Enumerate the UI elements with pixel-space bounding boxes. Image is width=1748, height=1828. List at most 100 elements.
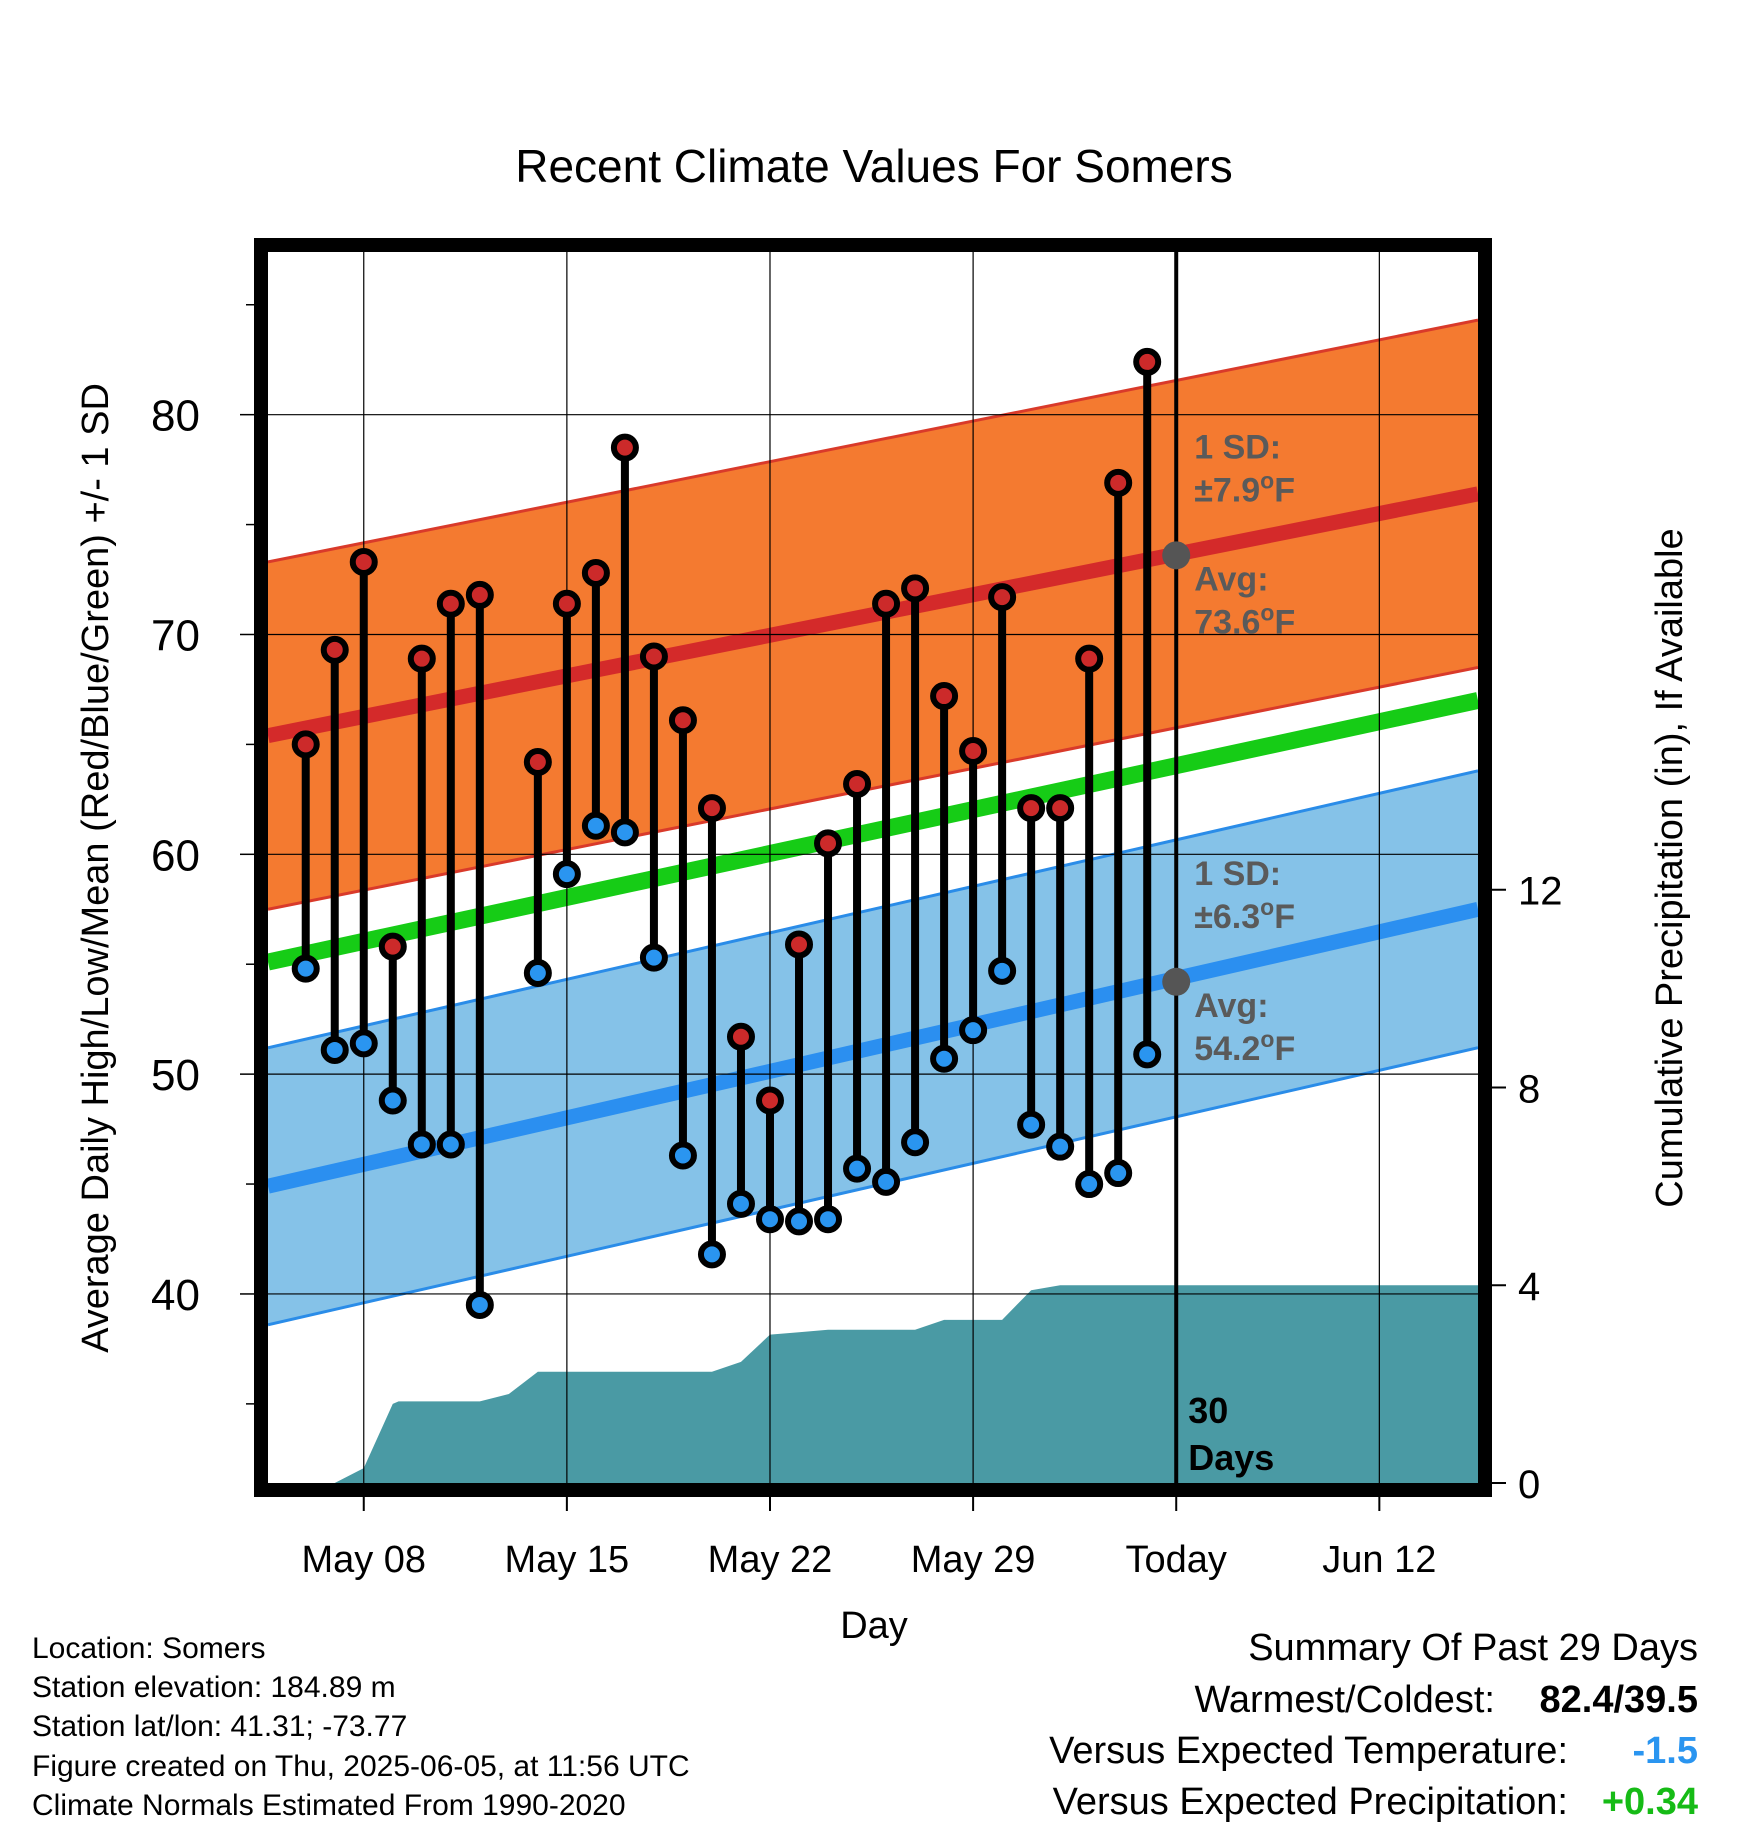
precipitation-layer xyxy=(268,1285,1478,1483)
y-tick-label-left: 70 xyxy=(151,611,200,660)
x-tick-label: Jun 12 xyxy=(1322,1539,1436,1581)
daily-high-point xyxy=(843,769,872,798)
y-tick-label-left: 50 xyxy=(151,1051,200,1100)
low-sd-value: ±6.3oF xyxy=(1194,894,1295,936)
daily-high-point xyxy=(1017,794,1046,823)
high-avg-value: 73.6oF xyxy=(1194,599,1295,641)
daily-low-point xyxy=(581,811,610,840)
high-normal-line xyxy=(268,486,1478,743)
precipitation-area xyxy=(268,1285,1478,1483)
daily-low-point xyxy=(726,1189,755,1218)
daily-high-point xyxy=(1046,794,1075,823)
daily-high-point xyxy=(959,736,988,765)
daily-high-point xyxy=(610,433,639,462)
warmest-value: 82.4/39.5 xyxy=(1540,1679,1698,1721)
daily-low-point xyxy=(639,943,668,972)
low-sd-label: 1 SD: xyxy=(1194,855,1281,893)
summary-title: Summary Of Past 29 Days xyxy=(1248,1627,1698,1669)
x-tick-label: May 22 xyxy=(708,1539,833,1581)
daily-high-point xyxy=(349,547,378,576)
daily-low-point xyxy=(1133,1040,1162,1069)
y-tick-label-left: 60 xyxy=(151,831,200,880)
chart-title: Recent Climate Values For Somers xyxy=(515,140,1233,192)
daily-low-point xyxy=(291,954,320,983)
summary-panel: Summary Of Past 29 Days Warmest/Coldest:… xyxy=(1049,1627,1698,1823)
daily-high-point xyxy=(581,558,610,587)
precip-anomaly-label: Versus Expected Precipitation: xyxy=(1053,1781,1568,1823)
daily-high-point xyxy=(1075,644,1104,673)
daily-low-point xyxy=(1104,1159,1133,1188)
daily-low-point xyxy=(523,959,552,988)
daily-high-point xyxy=(1104,468,1133,497)
station-info: Location: Somers Station elevation: 184.… xyxy=(32,1632,690,1822)
axes-layer: May 08 May 15 May 22 May 29 Today Jun 1240506… xyxy=(151,304,1563,1581)
daily-high-point xyxy=(668,706,697,735)
daily-low-point xyxy=(407,1130,436,1159)
y-tick-label-right: 0 xyxy=(1518,1463,1540,1507)
daily-low-point xyxy=(349,1029,378,1058)
y-tick-label-right: 4 xyxy=(1518,1265,1540,1309)
daily-low-point xyxy=(959,1016,988,1045)
temp-anomaly-label: Versus Expected Temperature: xyxy=(1049,1730,1568,1772)
mean-normal-line xyxy=(268,692,1478,971)
daily-low-point xyxy=(552,860,581,889)
daily-high-point xyxy=(930,682,959,711)
plot-frame xyxy=(254,238,1492,1497)
y-tick-label-left: 80 xyxy=(151,392,200,441)
x-tick-label: Today xyxy=(1126,1539,1227,1581)
daily-high-point xyxy=(872,589,901,618)
daily-high-point xyxy=(639,642,668,671)
daily-high-point xyxy=(523,747,552,776)
high-sd-label: 1 SD: xyxy=(1194,428,1281,466)
low-sd-upper-edge xyxy=(268,769,1478,1050)
location-text: Location: Somers xyxy=(32,1632,265,1665)
daily-low-point xyxy=(901,1128,930,1157)
daily-high-point xyxy=(320,635,349,664)
y-axis-label-right: Cumulative Precipitation (in), If Availa… xyxy=(1649,528,1691,1207)
daily-range-layer xyxy=(291,347,1162,1319)
high-sd-lower-edge xyxy=(268,665,1478,911)
daily-low-point xyxy=(930,1044,959,1073)
daily-high-point xyxy=(465,580,494,609)
daily-low-point xyxy=(378,1086,407,1115)
latlon-text: Station lat/lon: 41.31; -73.77 xyxy=(32,1710,407,1743)
daily-high-point xyxy=(291,730,320,759)
days-count-label: Days xyxy=(1188,1437,1274,1478)
y-tick-label-left: 40 xyxy=(151,1271,200,1320)
high-avg-label: Avg: xyxy=(1194,560,1268,598)
daily-low-point xyxy=(872,1167,901,1196)
low-avg-label: Avg: xyxy=(1194,987,1268,1025)
daily-high-point xyxy=(901,574,930,603)
today-avg-low-marker xyxy=(1162,967,1191,996)
daily-high-point xyxy=(697,794,726,823)
x-tick-label: May 29 xyxy=(911,1539,1036,1581)
x-tick-label: May 08 xyxy=(301,1539,426,1581)
x-axis-label: Day xyxy=(840,1605,908,1647)
daily-high-point xyxy=(726,1022,755,1051)
high-sd-value: ±7.9oF xyxy=(1194,467,1295,509)
daily-low-point xyxy=(1017,1110,1046,1139)
daily-low-point xyxy=(610,818,639,847)
elevation-text: Station elevation: 184.89 m xyxy=(32,1671,396,1704)
daily-high-point xyxy=(378,932,407,961)
daily-low-point xyxy=(436,1130,465,1159)
y-tick-label-right: 8 xyxy=(1518,1067,1540,1111)
daily-high-point xyxy=(552,589,581,618)
daily-low-point xyxy=(697,1240,726,1269)
daily-low-point xyxy=(320,1035,349,1064)
daily-low-point xyxy=(814,1205,843,1234)
today-marker-layer: 30 Days xyxy=(1162,252,1274,1483)
daily-high-point xyxy=(988,583,1017,612)
y-axis-label-left: Average Daily High/Low/Mean (Red/Blue/Gr… xyxy=(75,383,117,1353)
daily-low-point xyxy=(755,1205,784,1234)
normals-text: Climate Normals Estimated From 1990-2020 xyxy=(32,1789,626,1822)
daily-high-point xyxy=(755,1086,784,1115)
daily-high-point xyxy=(814,829,843,858)
days-count-label: 30 xyxy=(1188,1390,1228,1431)
daily-low-point xyxy=(988,956,1017,985)
daily-low-point xyxy=(465,1290,494,1319)
daily-low-point xyxy=(843,1154,872,1183)
